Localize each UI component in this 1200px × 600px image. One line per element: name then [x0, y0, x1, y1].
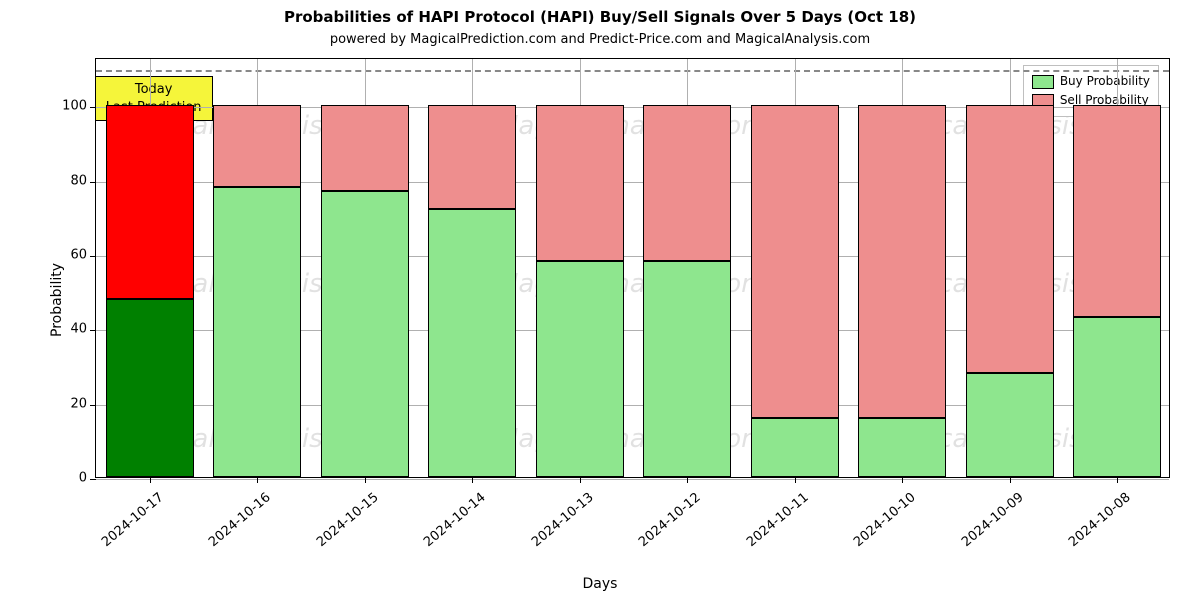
bar-group [213, 57, 301, 477]
bar-group [751, 57, 839, 477]
x-tick [687, 477, 688, 483]
x-tick-label: 2024-10-14 [410, 490, 489, 559]
x-tick [902, 477, 903, 483]
chart-container: Probabilities of HAPI Protocol (HAPI) Bu… [0, 0, 1200, 600]
x-tick-label: 2024-10-11 [733, 490, 812, 559]
y-tick [90, 256, 96, 257]
x-tick-label: 2024-10-13 [518, 490, 597, 559]
x-tick [257, 477, 258, 483]
x-tick-label: 2024-10-10 [840, 490, 919, 559]
bar-sell [643, 105, 731, 261]
bar-group [643, 57, 731, 477]
bar-buy [106, 299, 194, 477]
y-tick-label: 60 [47, 247, 87, 262]
chart-title: Probabilities of HAPI Protocol (HAPI) Bu… [0, 8, 1200, 26]
plot-area: MagicalAnalysis.com MagicalAnalysis.com … [95, 58, 1170, 478]
y-tick-label: 40 [47, 322, 87, 337]
x-tick-label: 2024-10-08 [1055, 490, 1134, 559]
x-tick [580, 477, 581, 483]
bar-group [428, 57, 516, 477]
y-tick [90, 182, 96, 183]
y-tick [90, 330, 96, 331]
x-tick [795, 477, 796, 483]
x-axis-label: Days [0, 576, 1200, 592]
bar-group [1073, 57, 1161, 477]
bar-sell [858, 105, 946, 417]
x-tick [150, 477, 151, 483]
bar-sell [106, 105, 194, 298]
x-tick-label: 2024-10-15 [303, 490, 382, 559]
bar-group [536, 57, 624, 477]
bar-buy [536, 261, 624, 477]
y-tick [90, 479, 96, 480]
bar-sell [1073, 105, 1161, 317]
x-tick [472, 477, 473, 483]
x-tick [365, 477, 366, 483]
bar-buy [213, 187, 301, 477]
y-tick-label: 0 [47, 471, 87, 486]
x-tick [1117, 477, 1118, 483]
bar-group [858, 57, 946, 477]
y-tick-label: 20 [47, 396, 87, 411]
bar-sell [213, 105, 301, 187]
bar-buy [321, 191, 409, 477]
bar-buy [858, 418, 946, 477]
x-tick-label: 2024-10-12 [625, 490, 704, 559]
y-tick [90, 405, 96, 406]
bar-buy [751, 418, 839, 477]
bar-buy [966, 373, 1054, 477]
x-tick-label: 2024-10-09 [948, 490, 1027, 559]
chart-subtitle: powered by MagicalPrediction.com and Pre… [0, 32, 1200, 47]
y-tick-label: 80 [47, 173, 87, 188]
y-tick [90, 107, 96, 108]
bar-buy [643, 261, 731, 477]
x-tick [1010, 477, 1011, 483]
x-tick-label: 2024-10-16 [195, 490, 274, 559]
bar-sell [321, 105, 409, 190]
bar-buy [428, 209, 516, 477]
bar-group [966, 57, 1054, 477]
bar-group [106, 57, 194, 477]
bar-sell [966, 105, 1054, 373]
x-tick-label: 2024-10-17 [88, 490, 167, 559]
bar-sell [428, 105, 516, 209]
bar-sell [751, 105, 839, 417]
bar-buy [1073, 317, 1161, 477]
bar-sell [536, 105, 624, 261]
bar-group [321, 57, 409, 477]
y-tick-label: 100 [47, 99, 87, 114]
